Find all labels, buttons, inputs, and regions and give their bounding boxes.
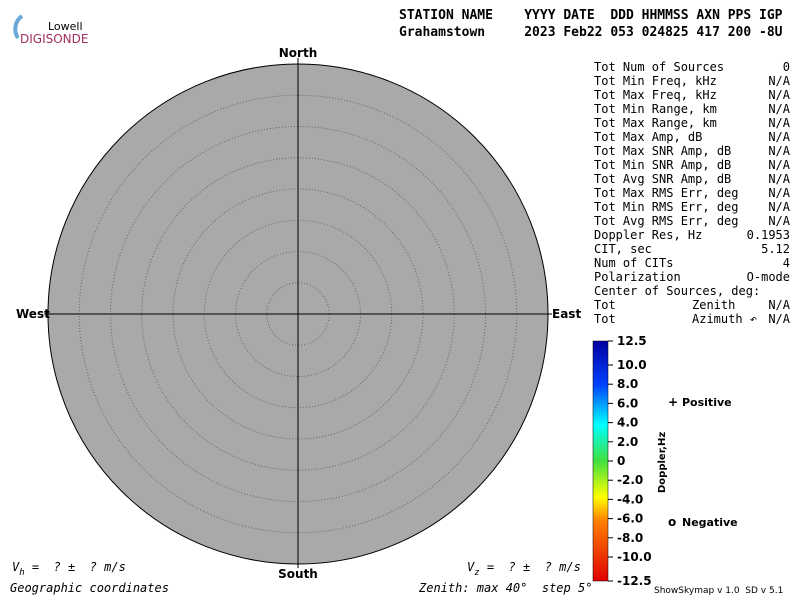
stat-label: Zenith (692, 298, 735, 312)
stat-value: 4 (783, 256, 790, 270)
stat-value: N/A (768, 312, 790, 326)
stat-label: Tot Min Freq, kHz (594, 74, 717, 88)
velocity-label: Vz = ? ± ? m/s (467, 560, 581, 578)
colorbar-tick-label: -8.0 (617, 531, 643, 545)
colorbar-tick-label: -2.0 (617, 473, 643, 487)
stat-value: 0 (783, 60, 790, 74)
stat-label: Azimuth ↶ (692, 312, 757, 326)
stat-value: N/A (768, 116, 790, 130)
stat-label: Tot Min Range, km (594, 102, 717, 116)
direction-label: West (16, 307, 50, 321)
stat-value: N/A (768, 158, 790, 172)
stat-value: O-mode (747, 270, 790, 284)
colorbar-tick-label: 0 (617, 454, 625, 468)
stat-label: CIT, sec (594, 242, 652, 256)
logo-text: DIGISONDE (20, 32, 88, 46)
stat-label: Tot Avg RMS Err, deg (594, 214, 739, 228)
stat-label: Tot Num of Sources (594, 60, 724, 74)
colorbar-tick-label: 8.0 (617, 377, 638, 391)
stat-label: Tot Max Amp, dB (594, 130, 702, 144)
header-values: Grahamstown 2023 Feb22 053 024825 417 20… (399, 25, 783, 40)
stat-value: N/A (768, 102, 790, 116)
stat-label: Tot Max Freq, kHz (594, 88, 717, 102)
velocity-text: = ? ± ? m/s (480, 560, 581, 574)
coords-label: Geographic coordinates (10, 581, 169, 595)
stat-label: Num of CITs (594, 256, 673, 270)
stat-label: Tot Avg SNR Amp, dB (594, 172, 731, 186)
direction-label: South (278, 567, 318, 581)
stat-label: Tot Min SNR Amp, dB (594, 158, 731, 172)
stat-value: N/A (768, 172, 790, 186)
stat-label: Tot Max Range, km (594, 116, 717, 130)
logo-text: Lowell (48, 20, 83, 33)
colorbar-tick-label: -4.0 (617, 492, 643, 506)
legend-entry: Positive (682, 396, 732, 409)
stat-value: N/A (768, 74, 790, 88)
legend-marker: o (668, 515, 676, 529)
stat-label: Tot Min RMS Err, deg (594, 200, 739, 214)
stat-label: Tot (594, 312, 616, 326)
direction-label: East (552, 307, 581, 321)
stat-value: N/A (768, 200, 790, 214)
velocity-label: Vh = ? ± ? m/s (12, 560, 126, 578)
zenith-part: 5 (578, 581, 585, 595)
zenith-part: ° (585, 581, 592, 595)
zenith-part: step (527, 581, 578, 595)
velocity-symbol: V (467, 560, 475, 574)
stat-value: N/A (768, 88, 790, 102)
zenith-part: Zenith: max (418, 581, 506, 595)
logo-arc (13, 14, 24, 40)
colorbar-tick-label: 6.0 (617, 396, 638, 410)
colorbar-tick-label: 12.5 (617, 334, 647, 348)
stat-value: N/A (768, 298, 790, 312)
header-labels: STATION NAME YYYY DATE DDD HHMMSS AXN PP… (399, 8, 783, 23)
colorbar-tick-label: 2.0 (617, 435, 638, 449)
colorbar-tick-label: -12.5 (617, 574, 652, 588)
legend-marker: + (668, 395, 678, 409)
velocity-subscript: z (474, 568, 479, 578)
stat-label: Polarization (594, 270, 681, 284)
direction-label: North (279, 46, 317, 60)
velocity-symbol: V (12, 560, 20, 574)
stat-label: Tot Max SNR Amp, dB (594, 144, 731, 158)
zenith-label: Zenith: max 40° step 5° (418, 581, 592, 595)
stat-label: Center of Sources, deg: (594, 284, 760, 298)
version-label: ShowSkymap v 1.0 SD v 5.1 (654, 586, 783, 596)
zenith-part: 40 (506, 581, 520, 595)
stat-value: 5.12 (761, 242, 790, 256)
colorbar-title: Doppler,Hz (657, 432, 668, 493)
zenith-part: ° (520, 581, 527, 595)
legend-entry: Negative (682, 516, 738, 529)
colorbar (592, 340, 609, 582)
stat-value: N/A (768, 186, 790, 200)
stat-value: N/A (768, 214, 790, 228)
colorbar-tick-label: 10.0 (617, 358, 647, 372)
colorbar-tick-label: -6.0 (617, 512, 643, 526)
stat-label: Tot Max RMS Err, deg (594, 186, 739, 200)
stat-value: N/A (768, 130, 790, 144)
stat-label: Tot (594, 298, 616, 312)
colorbar-tick-label: 4.0 (617, 416, 638, 430)
velocity-subscript: h (19, 568, 24, 578)
stat-value: N/A (768, 144, 790, 158)
colorbar-tick-label: -10.0 (617, 550, 652, 564)
velocity-text: = ? ± ? m/s (25, 560, 126, 574)
stat-value: 0.1953 (747, 228, 790, 242)
stat-label: Doppler Res, Hz (594, 228, 702, 242)
